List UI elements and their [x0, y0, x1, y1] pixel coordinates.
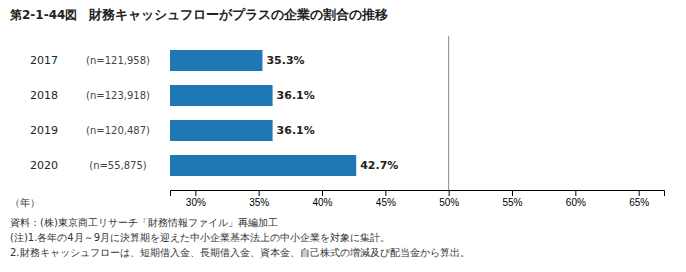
x-tick: 65%: [629, 190, 649, 208]
x-tick: 60%: [566, 190, 586, 208]
footnotes: 資料：(株)東京商工リサーチ「財務情報ファイル」再編加工 (注)1.各年の4月～9…: [10, 217, 470, 258]
n-label: (n=121,958): [86, 55, 150, 66]
marks: [170, 36, 449, 190]
data-label: 42.7%: [360, 159, 398, 172]
data-label: 36.1%: [277, 124, 315, 137]
category-labels: 2017 2018 2019 2020 (n=121,958) (n=123,918) (n…: [10, 54, 150, 208]
reference-line: [448, 36, 449, 190]
title-group: 第2-1-44図財務キャッシュフローがプラスの企業の割合の推移: [9, 7, 388, 22]
bar: [170, 155, 356, 176]
x-tick-mark: [512, 190, 513, 196]
x-tick-label: 45%: [376, 197, 396, 208]
x-tick: 55%: [502, 190, 522, 208]
category-label: 2020: [30, 159, 58, 172]
x-axis-line: [171, 191, 665, 197]
chart: 第2-1-44図財務キャッシュフローがプラスの企業の割合の推移 35.3% 36.1…: [0, 0, 686, 272]
n-label: (n=120,487): [86, 125, 150, 136]
x-axis: 30% 35% 40% 45% 50% 55% 60% 65%: [171, 190, 665, 208]
title: 財務キャッシュフローがプラスの企業の割合の推移: [88, 7, 388, 22]
n-label: (n=123,918): [86, 90, 150, 101]
plot: 35.3% 36.1% 36.1% 42.7% 30% 35% 40% 45% 50% 55% 60…: [0, 36, 664, 208]
category-label: 2017: [30, 54, 58, 67]
x-tick-label: 30%: [186, 197, 206, 208]
data-label: 36.1%: [277, 89, 315, 102]
x-tick-label: 60%: [566, 197, 586, 208]
x-tick-label: 65%: [629, 197, 649, 208]
x-tick-mark: [639, 190, 640, 196]
x-tick: 50%: [439, 190, 459, 208]
category-label: 2019: [30, 124, 58, 137]
data-label: 35.3%: [266, 54, 304, 67]
footnote: (注)1.各年の4月～9月に決算期を迎えた中小企業基本法上の中小企業を対象に集計…: [10, 232, 390, 243]
x-tick-label: 35%: [249, 197, 269, 208]
x-tick-label: 40%: [312, 197, 332, 208]
x-tick-mark: [385, 190, 386, 196]
category-label: 2018: [30, 89, 58, 102]
bar: [170, 120, 273, 141]
bar: [170, 50, 262, 71]
x-tick: 30%: [186, 190, 206, 208]
data-labels: 35.3% 36.1% 36.1% 42.7%: [266, 54, 398, 172]
x-tick: 40%: [312, 190, 332, 208]
bar: [170, 85, 273, 106]
x-tick: 35%: [249, 190, 269, 208]
x-tick-mark: [322, 190, 323, 196]
title-label: 第2-1-44図: [9, 8, 77, 22]
x-tick-mark: [195, 190, 196, 196]
x-tick-mark: [449, 190, 450, 196]
footnote: 2.財務キャッシュフローは、短期借入金、長期借入金、資本金、自己株式の増減及び配…: [10, 247, 470, 258]
x-tick: 45%: [376, 190, 396, 208]
x-tick-label: 50%: [439, 197, 459, 208]
x-tick-mark: [575, 190, 576, 196]
n-label: (n=55,875): [89, 160, 147, 171]
x-tick-label: 55%: [502, 197, 522, 208]
y-axis-label: （年）: [10, 197, 40, 208]
x-tick-mark: [259, 190, 260, 196]
footnote: 資料：(株)東京商工リサーチ「財務情報ファイル」再編加工: [10, 217, 278, 228]
